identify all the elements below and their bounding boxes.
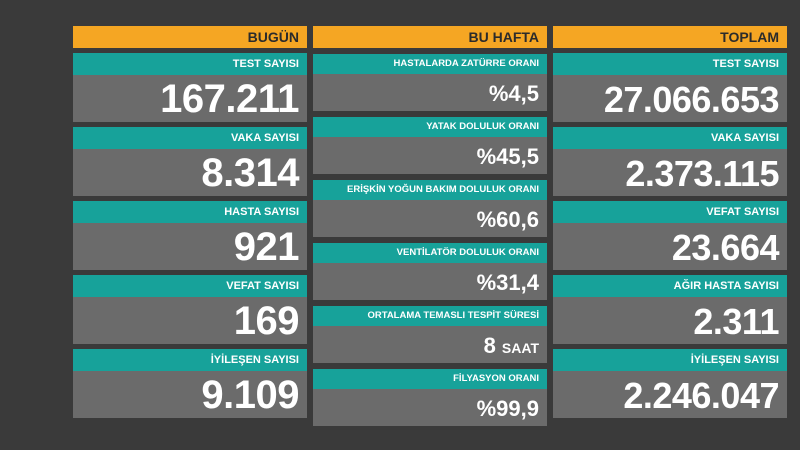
today-case-stat: VAKA SAYISI 8.314 xyxy=(73,127,307,196)
today-patient-stat: HASTA SAYISI 921 xyxy=(73,201,307,270)
today-recovered-stat: İYİLEŞEN SAYISI 9.109 xyxy=(73,349,307,418)
stat-label: ORTALAMA TEMASLI TESPİT SÜRESİ xyxy=(313,306,547,326)
stat-label: İYİLEŞEN SAYISI xyxy=(553,349,787,371)
week-icu-occupancy-stat: ERİŞKİN YOĞUN BAKIM DOLULUK ORANI %60,6 xyxy=(313,180,547,237)
stat-value: 27.066.653 xyxy=(553,75,787,122)
week-contact-time-stat: ORTALAMA TEMASLI TESPİT SÜRESİ 8 SAAT xyxy=(313,306,547,363)
week-header: BU HAFTA xyxy=(313,26,547,48)
stat-label: FİLYASYON ORANI xyxy=(313,369,547,389)
today-death-stat: VEFAT SAYISI 169 xyxy=(73,275,307,344)
today-test-stat: TEST SAYISI 167.211 xyxy=(73,53,307,122)
week-ventilator-stat: VENTİLATÖR DOLULUK ORANI %31,4 xyxy=(313,243,547,300)
today-header: BUGÜN xyxy=(73,26,307,48)
stat-value: %45,5 xyxy=(313,137,547,174)
stat-label: AĞIR HASTA SAYISI xyxy=(553,275,787,297)
stat-value: %4,5 xyxy=(313,74,547,111)
stat-value: 2.373.115 xyxy=(553,149,787,196)
stat-value: %60,6 xyxy=(313,200,547,237)
stat-label: VAKA SAYISI xyxy=(553,127,787,149)
total-column: TOPLAM TEST SAYISI 27.066.653 VAKA SAYIS… xyxy=(553,26,787,418)
total-header: TOPLAM xyxy=(553,26,787,48)
stat-value: 169 xyxy=(73,297,307,344)
stat-unit: SAAT xyxy=(501,340,539,356)
stat-label: HASTALARDA ZATÜRRE ORANI xyxy=(313,54,547,74)
stat-value: 8 SAAT xyxy=(313,326,547,363)
total-death-stat: VEFAT SAYISI 23.664 xyxy=(553,201,787,270)
total-test-stat: TEST SAYISI 27.066.653 xyxy=(553,53,787,122)
stat-value: %31,4 xyxy=(313,263,547,300)
stat-value: 23.664 xyxy=(553,223,787,270)
stat-label: ERİŞKİN YOĞUN BAKIM DOLULUK ORANI xyxy=(313,180,547,200)
stat-value: 2.311 xyxy=(553,297,787,344)
stat-value: 167.211 xyxy=(73,75,307,122)
stat-label: VEFAT SAYISI xyxy=(553,201,787,223)
stat-value: 921 xyxy=(73,223,307,270)
week-pneumonia-stat: HASTALARDA ZATÜRRE ORANI %4,5 xyxy=(313,54,547,111)
total-critical-stat: AĞIR HASTA SAYISI 2.311 xyxy=(553,275,787,344)
stat-value: 2.246.047 xyxy=(553,371,787,418)
week-filiation-stat: FİLYASYON ORANI %99,9 xyxy=(313,369,547,426)
stat-label: TEST SAYISI xyxy=(553,53,787,75)
stat-value: 8.314 xyxy=(73,149,307,196)
stat-label: İYİLEŞEN SAYISI xyxy=(73,349,307,371)
today-column: BUGÜN TEST SAYISI 167.211 VAKA SAYISI 8.… xyxy=(73,26,307,418)
stat-number: 8 xyxy=(483,333,496,358)
total-recovered-stat: İYİLEŞEN SAYISI 2.246.047 xyxy=(553,349,787,418)
stat-value: 9.109 xyxy=(73,371,307,418)
week-column: BU HAFTA HASTALARDA ZATÜRRE ORANI %4,5 Y… xyxy=(313,26,547,426)
stat-label: YATAK DOLULUK ORANI xyxy=(313,117,547,137)
stat-label: TEST SAYISI xyxy=(73,53,307,75)
total-case-stat: VAKA SAYISI 2.373.115 xyxy=(553,127,787,196)
stat-label: VENTİLATÖR DOLULUK ORANI xyxy=(313,243,547,263)
stat-label: VEFAT SAYISI xyxy=(73,275,307,297)
week-bed-occupancy-stat: YATAK DOLULUK ORANI %45,5 xyxy=(313,117,547,174)
stat-value: %99,9 xyxy=(313,389,547,426)
stat-label: HASTA SAYISI xyxy=(73,201,307,223)
stat-label: VAKA SAYISI xyxy=(73,127,307,149)
